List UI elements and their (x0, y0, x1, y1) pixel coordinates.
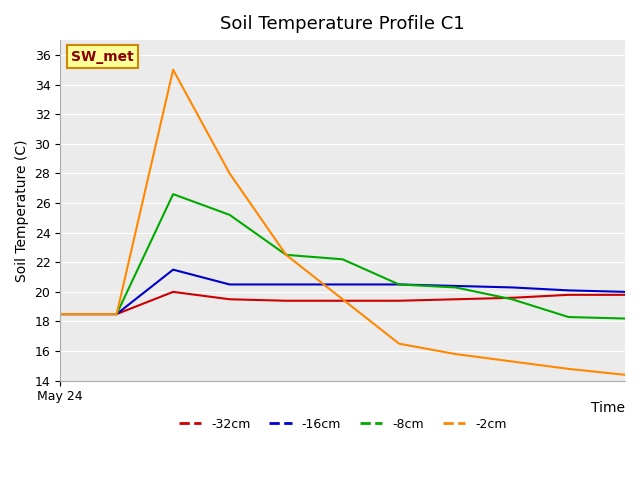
Text: SW_met: SW_met (72, 49, 134, 63)
Title: Soil Temperature Profile C1: Soil Temperature Profile C1 (220, 15, 465, 33)
Text: Time: Time (591, 401, 625, 415)
Legend: -32cm, -16cm, -8cm, -2cm: -32cm, -16cm, -8cm, -2cm (173, 413, 511, 436)
Y-axis label: Soil Temperature (C): Soil Temperature (C) (15, 139, 29, 282)
